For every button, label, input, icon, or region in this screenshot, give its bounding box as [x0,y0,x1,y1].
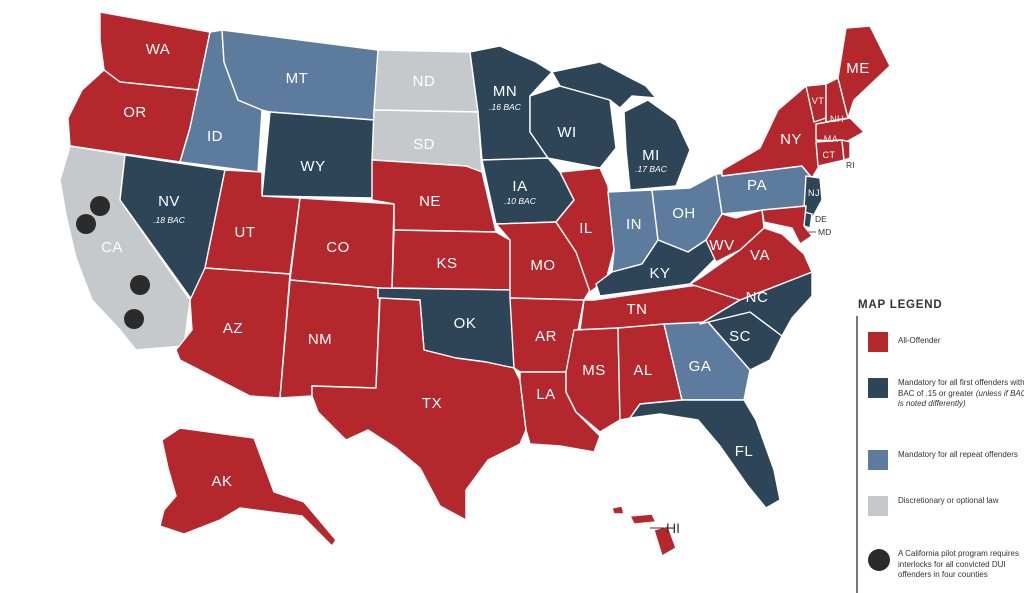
label-MT: MT [286,70,309,87]
label-NC: NC [746,289,769,306]
label-OK: OK [454,315,477,332]
label-NE: NE [419,193,441,210]
label-MI: MI [642,147,660,164]
state-FL [629,399,781,509]
legend-swatch-repeat-offender [868,450,888,470]
label-CA: CA [101,239,123,256]
pilot-county-dot [130,275,150,295]
pilot-county-dot [124,309,144,329]
label-LA: LA [536,386,555,403]
state-RI [841,139,851,161]
label-NV: NV [158,193,180,210]
label-nv-bac: .18 BAC [153,215,186,225]
label-WI: WI [557,124,576,141]
label-NY: NY [780,131,802,148]
label-RI: RI [846,160,855,170]
legend-first-offender-text: Mandatory for all first offenders with a… [898,378,1024,398]
label-SC: SC [729,328,751,345]
label-ia-bac: .10 BAC [504,196,537,206]
label-ND: ND [413,73,436,90]
legend-swatch-first-offender [868,378,888,398]
state-NC [699,271,813,337]
legend-dot-pilot-program [868,549,890,571]
label-WV: WV [709,237,734,254]
legend-label-pilot-program: A California pilot program requires inte… [898,549,1019,579]
label-IN: IN [626,216,642,233]
label-VA: VA [750,247,770,264]
state-HI-3 [653,525,677,557]
state-IA [481,157,575,225]
legend-label-discretionary: Discretionary or optional law [898,496,999,505]
state-KY [595,239,717,297]
label-GA: GA [689,358,712,375]
label-NJ: NJ [808,188,820,198]
label-NH: NH [830,114,844,124]
state-AK [159,427,337,547]
state-GA [663,321,751,401]
state-MI [551,61,691,191]
legend-title: MAP LEGEND [858,299,943,311]
label-NM: NM [308,331,332,348]
label-SD: SD [413,136,435,153]
label-AK: AK [211,473,232,490]
label-ME: ME [846,60,870,77]
label-IA: IA [512,178,527,195]
label-mn-bac: .16 BAC [489,102,522,112]
label-KS: KS [436,255,457,272]
label-KY: KY [649,265,670,282]
state-HI-2 [629,513,657,525]
label-TX: TX [422,395,442,412]
label-OH: OH [672,205,696,222]
state-HI-1 [611,505,625,515]
state-MD [761,205,813,245]
label-AL: AL [633,362,652,379]
label-PA: PA [747,177,767,194]
label-UT: UT [235,224,256,241]
label-IL: IL [579,220,593,237]
pilot-county-dot [90,196,110,216]
label-DE: DE [815,214,827,224]
label-WA: WA [146,41,171,58]
label-CO: CO [326,239,350,256]
legend-label-repeat-offender: Mandatory for all repeat offenders [898,450,1018,459]
label-AZ: AZ [223,320,243,337]
label-OR: OR [123,104,147,121]
state-NJ [803,175,823,223]
label-ID: ID [207,128,223,145]
state-MA [815,117,865,143]
map-legend: MAP LEGEND All-Offender Mandatory for al… [855,296,1024,593]
legend-first-offender-note: (unless if BAC is noted differently) [898,388,1024,409]
label-VT: VT [812,96,825,106]
state-TX [311,297,527,521]
label-HI: HI [666,520,680,536]
label-MN: MN [493,83,517,100]
legend-swatch-discretionary [868,496,888,516]
label-WY: WY [300,158,325,175]
label-AR: AR [535,328,557,345]
label-MO: MO [530,257,555,274]
legend-divider [856,316,858,593]
label-TN: TN [627,301,648,318]
label-CT: CT [823,150,836,160]
legend-label-all-offender: All-Offender [898,336,941,345]
label-mi-bac: .17 BAC [635,164,668,174]
label-FL: FL [735,443,754,460]
legend-swatch-all-offender [868,332,888,352]
label-MS: MS [582,362,606,379]
legend-label-first-offender: Mandatory for all first offenders with a… [898,378,1024,410]
pilot-county-dot [76,214,96,234]
label-MA: MA [824,134,839,144]
label-MD: MD [818,227,831,237]
state-WY [261,111,375,199]
